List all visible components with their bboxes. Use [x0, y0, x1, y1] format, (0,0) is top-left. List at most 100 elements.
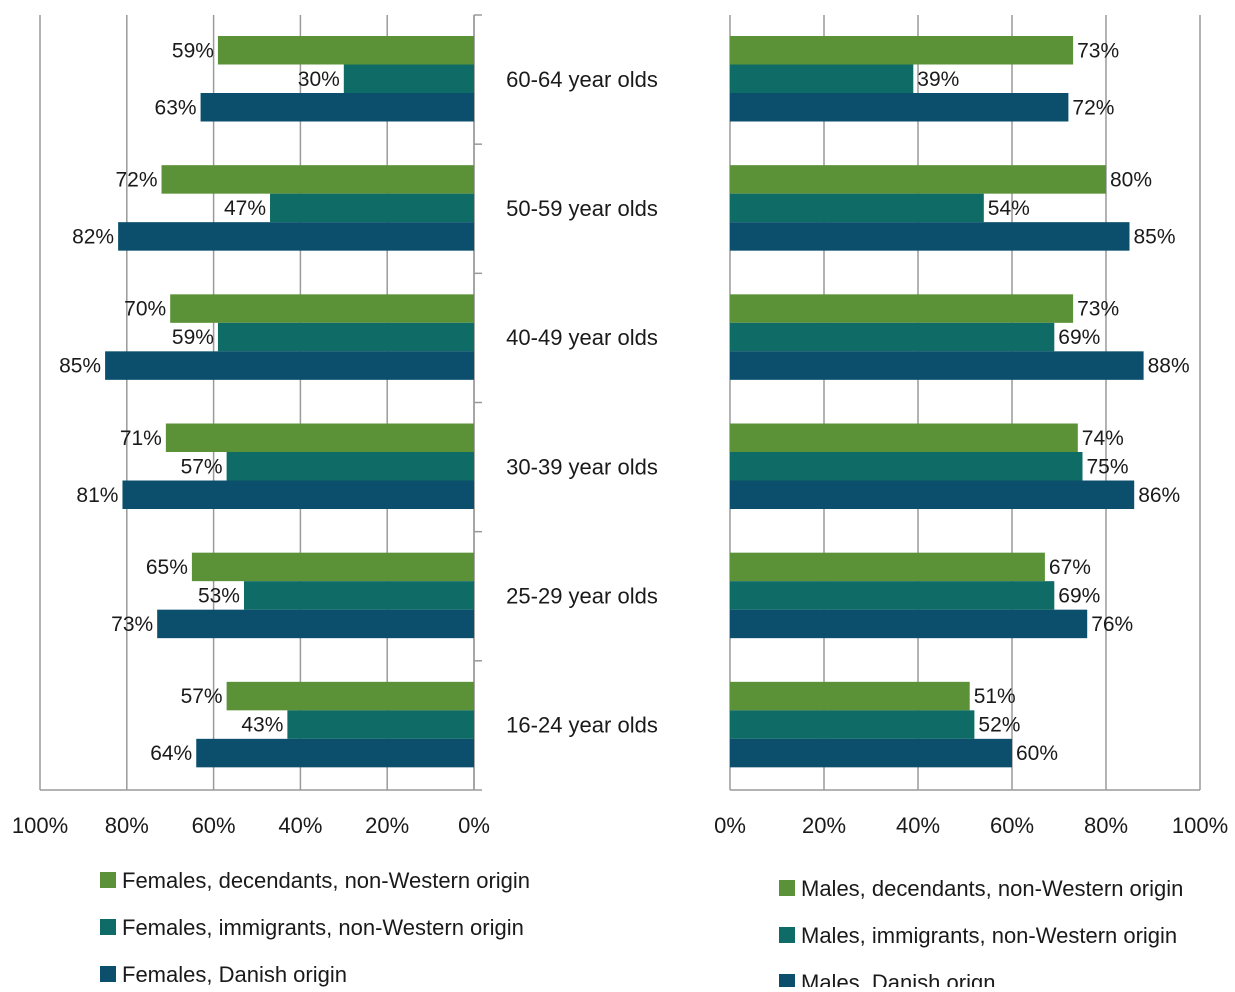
x-tick-label-right: 20% — [802, 813, 846, 838]
data-label-right: 39% — [917, 68, 959, 91]
bar-right — [730, 423, 1078, 452]
bar-left — [122, 480, 475, 509]
bar-left — [165, 423, 475, 452]
x-tick-label-left: 40% — [278, 813, 322, 838]
bar-left — [118, 222, 475, 251]
bar-left — [217, 322, 474, 352]
x-tick-label-right: 0% — [714, 813, 746, 838]
data-label-right: 86% — [1138, 484, 1180, 507]
data-label-right: 73% — [1077, 39, 1119, 62]
bar-left — [196, 738, 475, 768]
x-tick-label-right: 60% — [990, 813, 1034, 838]
data-label-left: 30% — [298, 68, 340, 91]
bar-right — [730, 351, 1144, 380]
x-tick-label-right: 40% — [896, 813, 940, 838]
data-label-right: 52% — [978, 714, 1020, 737]
bar-left — [105, 351, 474, 380]
data-label-right: 76% — [1091, 613, 1133, 636]
data-label-left: 71% — [120, 427, 162, 450]
category-label: 16-24 year olds — [506, 713, 658, 738]
bar-right — [730, 294, 1074, 323]
data-label-left: 59% — [172, 326, 214, 349]
data-label-right: 85% — [1134, 225, 1176, 248]
bar-left — [343, 64, 474, 93]
data-label-left: 72% — [115, 168, 157, 191]
legend-swatch-right — [779, 927, 795, 943]
data-label-left: 85% — [59, 355, 101, 378]
x-tick-label-left: 0% — [458, 813, 490, 838]
data-label-right: 73% — [1077, 298, 1119, 321]
category-label: 30-39 year olds — [506, 454, 658, 479]
x-tick-label-left: 20% — [365, 813, 409, 838]
bar-right — [730, 64, 914, 93]
category-label: 60-64 year olds — [506, 67, 658, 92]
legend-label-left: Females, immigrants, non-Western origin — [122, 915, 524, 940]
data-label-right: 60% — [1016, 742, 1058, 765]
legend-label-right: Males, decendants, non-Western origin — [801, 876, 1183, 901]
legend-swatch-right — [779, 974, 795, 990]
bar-left — [191, 552, 474, 582]
data-label-left: 70% — [124, 298, 166, 321]
data-label-right: 75% — [1087, 455, 1129, 478]
data-label-left: 43% — [241, 714, 283, 737]
data-label-left: 57% — [181, 685, 223, 708]
bar-left — [170, 294, 474, 323]
bar-left — [226, 452, 474, 481]
data-label-right: 80% — [1110, 168, 1152, 191]
bar-left — [217, 36, 474, 65]
category-label: 50-59 year olds — [506, 196, 658, 221]
bar-right — [730, 738, 1012, 768]
bar-right — [730, 36, 1074, 65]
data-label-left: 63% — [155, 96, 197, 119]
legend-label-right: Males, immigrants, non-Western origin — [801, 923, 1177, 948]
bar-right — [730, 681, 970, 711]
data-label-left: 82% — [72, 225, 114, 248]
bar-left — [200, 93, 474, 122]
bar-right — [730, 165, 1106, 194]
data-label-left: 81% — [76, 484, 118, 507]
data-label-right: 54% — [988, 197, 1030, 220]
bar-left — [270, 193, 474, 223]
x-tick-label-right: 100% — [1172, 813, 1228, 838]
bar-left — [226, 681, 474, 711]
data-label-left: 59% — [172, 39, 214, 62]
data-label-right: 51% — [974, 685, 1016, 708]
bar-right — [730, 193, 984, 223]
x-tick-label-right: 80% — [1084, 813, 1128, 838]
category-label: 25-29 year olds — [506, 583, 658, 608]
category-label: 40-49 year olds — [506, 325, 658, 350]
data-label-left: 57% — [181, 455, 223, 478]
bar-right — [730, 581, 1055, 610]
legend-label-right: Males, Danish orign — [801, 970, 995, 987]
data-label-left: 64% — [150, 742, 192, 765]
x-tick-label-left: 60% — [192, 813, 236, 838]
data-label-right: 88% — [1148, 355, 1190, 378]
bar-right — [730, 552, 1045, 582]
bar-right — [730, 322, 1055, 352]
data-label-right: 69% — [1058, 584, 1100, 607]
data-label-left: 73% — [111, 613, 153, 636]
legend-swatch-left — [100, 872, 116, 888]
x-tick-label-left: 100% — [12, 813, 68, 838]
legend-swatch-right — [779, 880, 795, 896]
bar-right — [730, 609, 1088, 639]
bar-right — [730, 93, 1069, 122]
data-label-left: 65% — [146, 556, 188, 579]
data-label-right: 69% — [1058, 326, 1100, 349]
data-label-right: 72% — [1072, 96, 1114, 119]
legend-swatch-left — [100, 919, 116, 935]
data-label-right: 74% — [1082, 427, 1124, 450]
legend-swatch-left — [100, 966, 116, 982]
legend-label-left: Females, decendants, non-Western origin — [122, 868, 530, 893]
bar-left — [161, 165, 474, 194]
data-label-right: 67% — [1049, 556, 1091, 579]
x-tick-label-left: 80% — [105, 813, 149, 838]
bar-left — [157, 609, 474, 639]
bar-left — [243, 581, 474, 610]
data-label-left: 53% — [198, 584, 240, 607]
bar-right — [730, 452, 1083, 481]
legend-label-left: Females, Danish origin — [122, 962, 347, 987]
data-label-left: 47% — [224, 197, 266, 220]
